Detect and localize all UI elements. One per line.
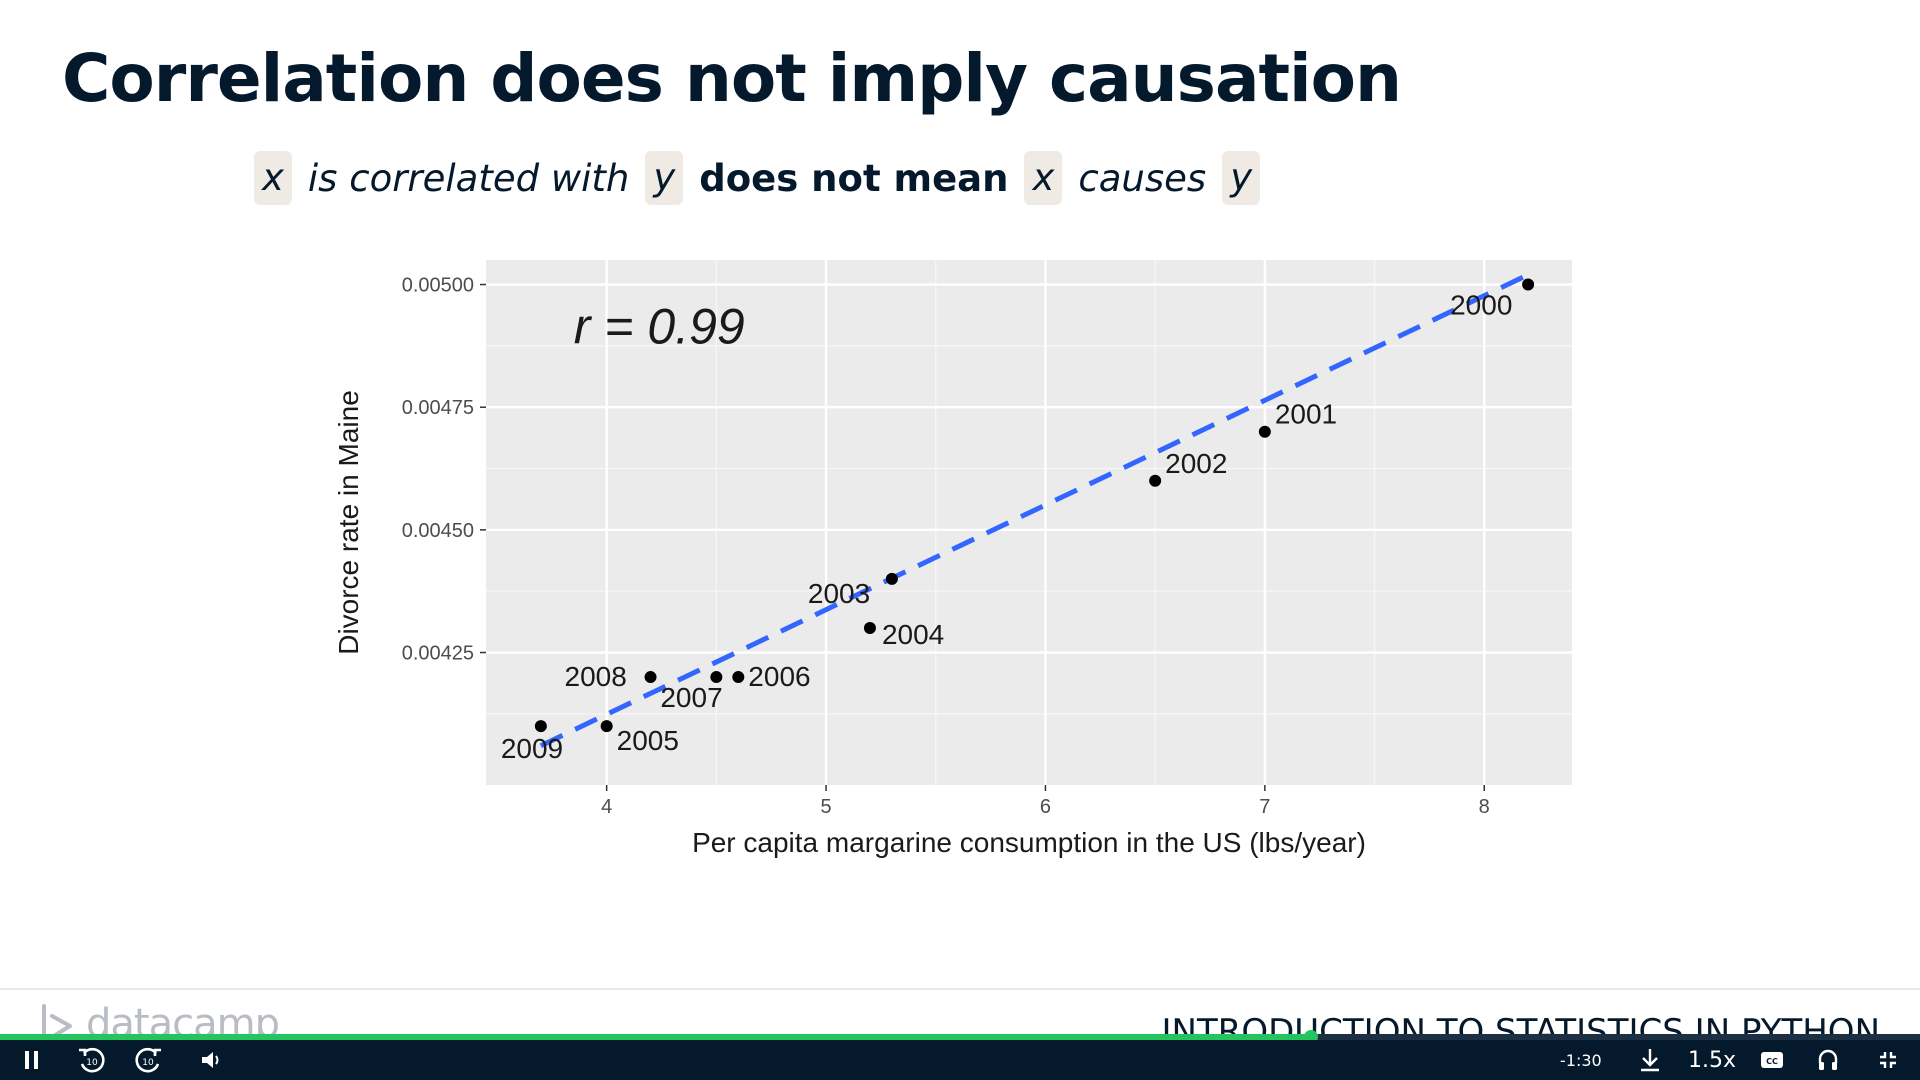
footer-divider xyxy=(0,988,1920,990)
download-button[interactable] xyxy=(1632,1040,1668,1080)
variable-chip-y-second: y xyxy=(1222,151,1261,205)
data-point xyxy=(710,671,723,684)
x-tick-label: 5 xyxy=(820,796,831,818)
point-label: 2009 xyxy=(501,733,563,764)
point-label: 2007 xyxy=(660,682,722,713)
scatter-chart-svg: 4 5 6 7 8 0.00425 0.00450 0.00475 0.00500 2000 200… xyxy=(333,260,1572,858)
exit-fullscreen-icon xyxy=(1880,1052,1896,1068)
variable-chip-y: y xyxy=(645,151,684,205)
time-remaining: -1:30 xyxy=(1560,1050,1602,1070)
y-tick-label: 0.00500 xyxy=(402,275,474,297)
forward-button[interactable]: 10 xyxy=(128,1040,168,1080)
y-axis-label: Divorce rate in Maine xyxy=(333,390,364,655)
rewind-10-icon: 10 xyxy=(79,1047,105,1073)
correlation-annotation: r = 0.99 xyxy=(574,298,745,354)
x-tick-label: 4 xyxy=(601,796,612,818)
point-label: 2001 xyxy=(1275,399,1337,430)
pause-icon xyxy=(25,1051,38,1069)
captions-button[interactable]: CC xyxy=(1756,1040,1788,1080)
plot-panel xyxy=(486,260,1572,785)
y-tick-label: 0.00450 xyxy=(402,520,474,542)
y-tick-label: 0.00475 xyxy=(402,397,474,419)
slide-subtitle: x is correlated with y does not mean x c… xyxy=(254,150,1276,206)
video-player-controls: 10 10 -1:30 1.5x CC xyxy=(0,1040,1920,1080)
point-label: 2006 xyxy=(748,661,810,692)
x-tick-label: 6 xyxy=(1040,796,1051,818)
subtitle-phrase-does-not-mean: does not mean xyxy=(699,156,1009,200)
point-label: 2008 xyxy=(565,661,627,692)
rewind-button[interactable]: 10 xyxy=(72,1040,112,1080)
x-tick-label: 8 xyxy=(1479,796,1490,818)
scatter-chart: 4 5 6 7 8 0.00425 0.00450 0.00475 0.00500 2000 200… xyxy=(330,240,1630,860)
variable-chip-x: x xyxy=(254,151,292,205)
point-label: 2000 xyxy=(1450,290,1512,321)
audio-only-button[interactable] xyxy=(1812,1040,1844,1080)
data-point xyxy=(732,671,745,684)
point-label: 2003 xyxy=(808,578,870,609)
subtitle-phrase-correlated: is correlated with xyxy=(307,156,630,200)
data-point xyxy=(885,572,898,585)
pause-button[interactable] xyxy=(16,1040,48,1080)
data-point xyxy=(1522,278,1535,291)
data-point xyxy=(863,621,876,634)
data-point xyxy=(1258,425,1271,438)
download-icon xyxy=(1641,1049,1659,1072)
data-point xyxy=(534,720,547,733)
point-label: 2002 xyxy=(1165,448,1227,479)
x-axis-label: Per capita margarine consumption in the … xyxy=(692,827,1366,858)
headphones-icon xyxy=(1818,1049,1838,1070)
exit-fullscreen-button[interactable] xyxy=(1872,1040,1904,1080)
trend-line xyxy=(539,272,1530,749)
rewind-seconds-label: 10 xyxy=(86,1058,98,1068)
variable-chip-x-second: x xyxy=(1024,151,1063,205)
video-progress-fill xyxy=(0,1034,1312,1040)
subtitle-phrase-causes: causes xyxy=(1078,156,1207,200)
volume-button[interactable] xyxy=(196,1040,228,1080)
data-point xyxy=(1149,474,1162,487)
data-point xyxy=(644,671,657,684)
forward-seconds-label: 10 xyxy=(142,1058,154,1068)
point-label: 2004 xyxy=(882,619,944,650)
closed-captions-icon: CC xyxy=(1761,1052,1783,1068)
playback-speed-button[interactable]: 1.5x xyxy=(1688,1047,1737,1073)
data-point xyxy=(600,720,613,733)
captions-label: CC xyxy=(1766,1057,1778,1066)
y-tick-label: 0.00425 xyxy=(402,643,474,665)
forward-10-icon: 10 xyxy=(135,1047,161,1073)
volume-icon xyxy=(202,1052,219,1068)
x-tick-label: 7 xyxy=(1259,796,1270,818)
point-label: 2005 xyxy=(617,725,679,756)
slide-title: Correlation does not imply causation xyxy=(62,40,1402,117)
